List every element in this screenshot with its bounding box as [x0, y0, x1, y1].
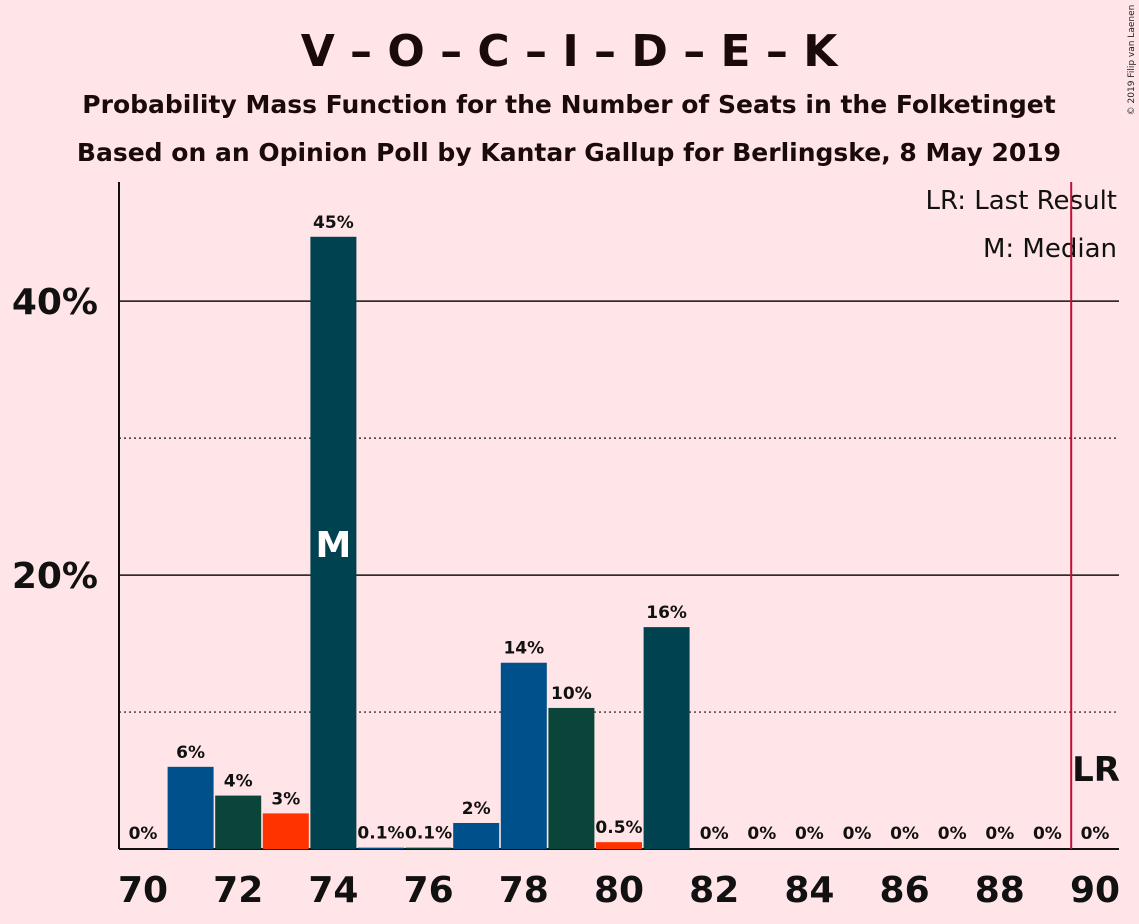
- bar: [358, 847, 404, 849]
- x-tick-label: 86: [880, 870, 930, 911]
- bar-value-label: 0%: [795, 824, 824, 844]
- bar-value-label: 0%: [747, 824, 776, 844]
- median-marker: M: [315, 525, 351, 566]
- bar-value-label: 6%: [176, 743, 205, 763]
- bar-value-label: 0.5%: [595, 818, 642, 838]
- bar-value-label: 0.1%: [357, 824, 404, 844]
- bar-value-label: 0.1%: [405, 824, 452, 844]
- x-tick-label: 80: [594, 870, 644, 911]
- x-tick-label: 74: [308, 870, 358, 911]
- bar-value-label: 3%: [271, 789, 300, 809]
- bar: [596, 842, 642, 849]
- bar: [215, 795, 262, 849]
- bar-value-label: 14%: [503, 639, 544, 659]
- bar-value-label: 0%: [938, 824, 967, 844]
- bar-value-label: 0%: [985, 824, 1014, 844]
- bar-value-label: 0%: [890, 824, 919, 844]
- bar-value-label: 45%: [313, 213, 354, 233]
- y-tick-label: 40%: [12, 282, 98, 323]
- bar-value-label: 10%: [551, 684, 592, 704]
- bar: [167, 766, 214, 849]
- bar-value-label: 2%: [462, 799, 491, 819]
- bar-value-label: 0%: [700, 824, 729, 844]
- bar: [453, 822, 500, 849]
- bar-value-label: 4%: [224, 772, 253, 792]
- bar-value-label: 0%: [1033, 824, 1062, 844]
- bar-value-label: 0%: [1081, 824, 1110, 844]
- x-tick-labels: 70 72 74 76 78 80 82 84 86 88 90: [118, 870, 1120, 911]
- legend-last-result: LR: Last Result: [925, 186, 1117, 216]
- bar: [405, 847, 452, 849]
- bar: [548, 707, 595, 849]
- chart-subtitle-2: Based on an Opinion Poll by Kantar Gallu…: [77, 138, 1061, 167]
- legend-median: M: Median: [983, 234, 1117, 264]
- x-tick-label: 88: [975, 870, 1025, 911]
- x-tick-label: 76: [404, 870, 454, 911]
- x-tick-label: 78: [499, 870, 549, 911]
- bar: [310, 236, 357, 849]
- bar-value-label: 0%: [843, 824, 872, 844]
- bar: [262, 813, 309, 849]
- x-tick-label: 84: [784, 870, 834, 911]
- x-tick-label: 90: [1070, 870, 1120, 911]
- x-tick-label: 70: [118, 870, 168, 911]
- x-tick-label: 72: [213, 870, 263, 911]
- gridlines: [119, 300, 1119, 713]
- y-tick-label: 20%: [12, 556, 98, 597]
- bar-value-label: 0%: [129, 824, 158, 844]
- x-tick-label: 82: [689, 870, 739, 911]
- y-tick-labels: 20% 40%: [12, 282, 98, 597]
- copyright-note: © 2019 Filip van Laenen: [1127, 5, 1137, 116]
- bar-value-labels: 0% 6% 4% 3% 45% 0.1% 0.1% 2% 14% 10% 0.5% 16% 0% 0% 0%…: [129, 213, 1110, 844]
- axes: [118, 182, 1119, 850]
- chart-title: V – O – C – I – D – E – K: [301, 26, 840, 77]
- chart-subtitle-1: Probability Mass Function for the Number…: [82, 90, 1055, 119]
- bars: [167, 236, 690, 849]
- bar-value-label: 16%: [646, 603, 687, 623]
- last-result-label: LR: [1072, 750, 1120, 790]
- bar: [643, 627, 690, 849]
- bar: [500, 662, 547, 849]
